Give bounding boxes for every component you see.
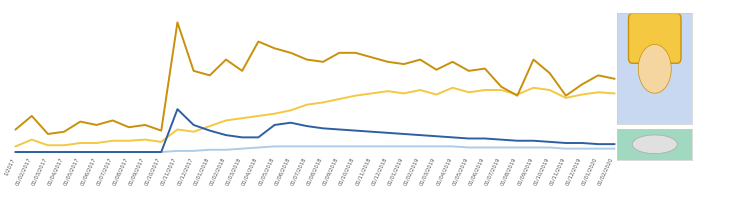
Circle shape (638, 44, 671, 93)
FancyBboxPatch shape (628, 13, 681, 63)
Circle shape (632, 135, 677, 154)
